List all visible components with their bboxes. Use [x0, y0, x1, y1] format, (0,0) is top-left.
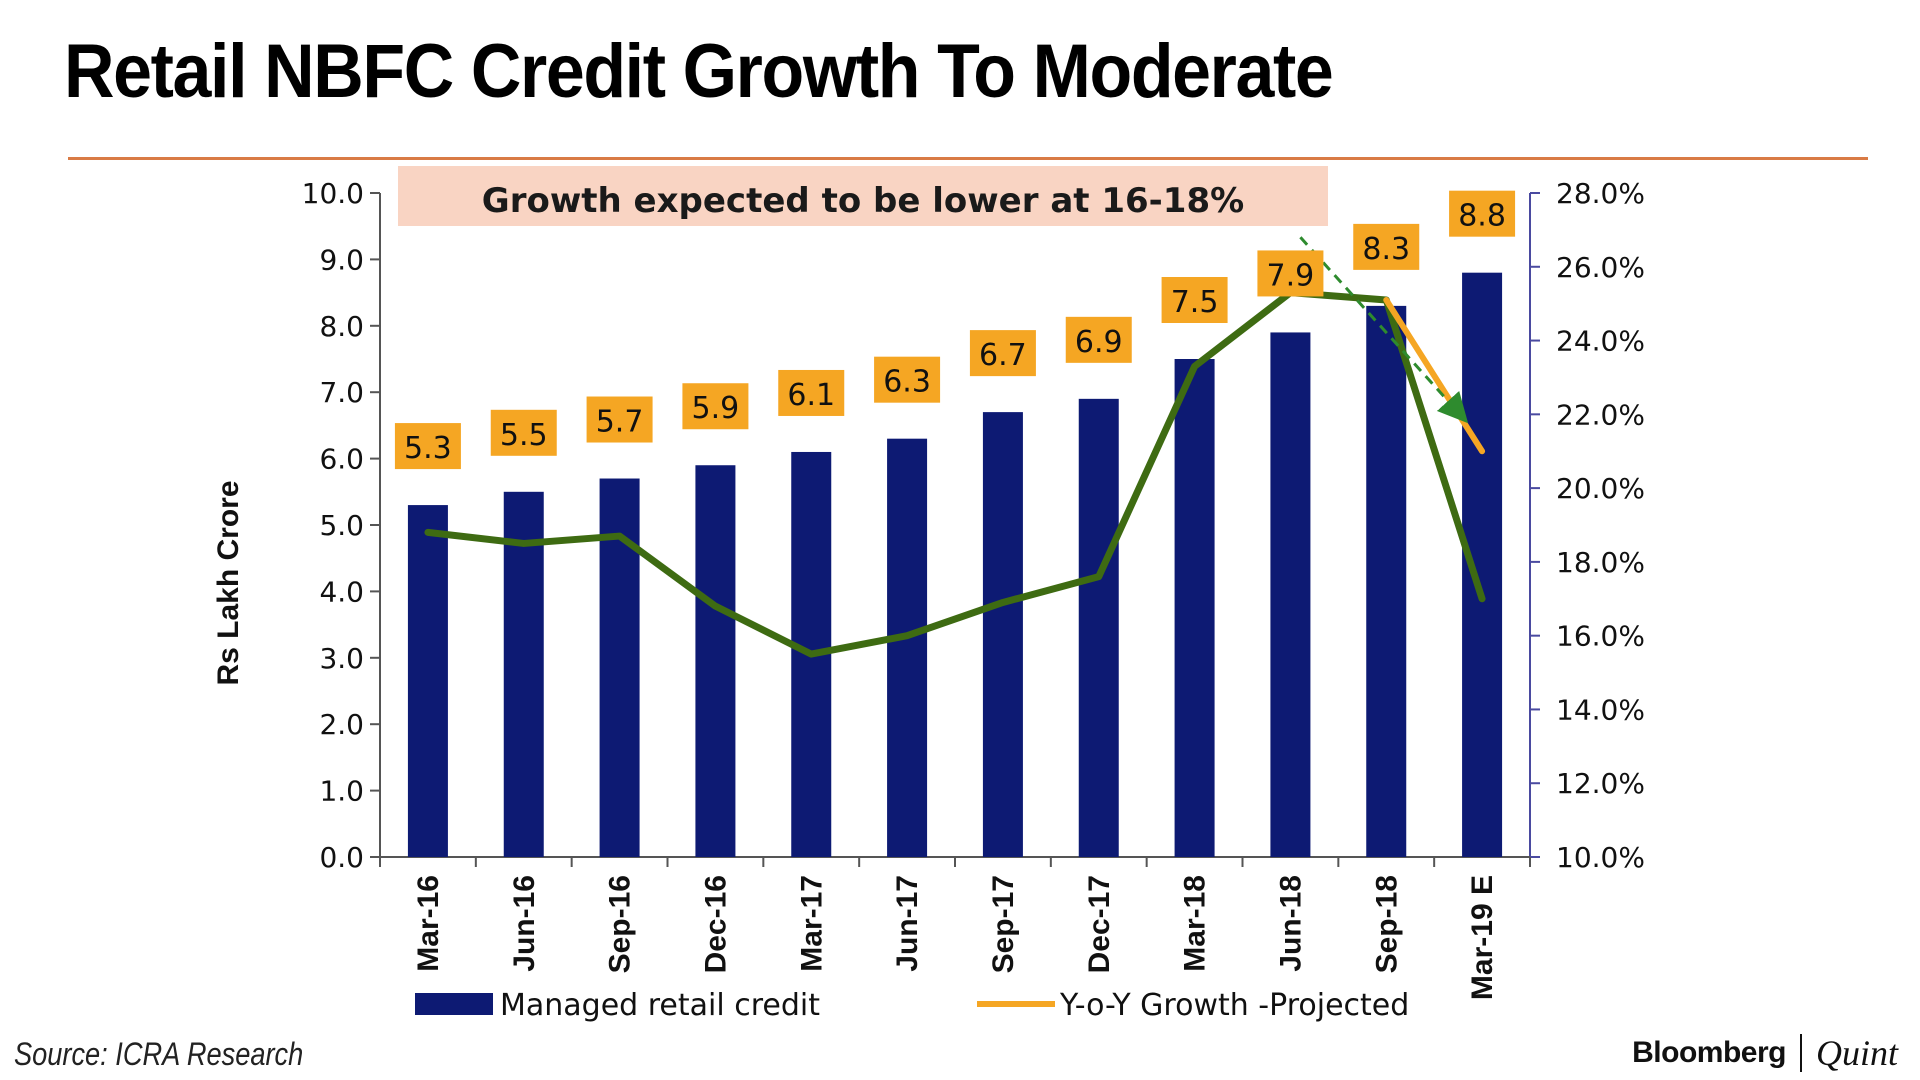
y-tick-label: 2.0 [319, 708, 364, 741]
x-tick-label: Dec-16 [699, 875, 732, 973]
x-tick-label: Mar-19 E [1466, 875, 1499, 1000]
data-label-box [394, 423, 461, 470]
y2-tick-label: 10.0% [1556, 841, 1645, 874]
data-label-box [490, 409, 557, 456]
data-label-box [682, 383, 749, 430]
y2-tick-label: 24.0% [1556, 325, 1645, 358]
growth-line [424, 289, 1486, 658]
data-label-box [1353, 223, 1420, 270]
legend-label-line: Y-o-Y Growth -Projected [1059, 988, 1409, 1023]
data-label-box [969, 330, 1036, 377]
y2-tick-label: 22.0% [1556, 398, 1645, 431]
projected-line [1383, 296, 1486, 455]
y-tick-label: 0.0 [319, 841, 364, 874]
y-tick-label: 8.0 [319, 310, 364, 343]
y-tick-label: 4.0 [319, 575, 364, 608]
y2-tick-label: 14.0% [1556, 693, 1645, 726]
legend-label-bar: Managed retail credit [500, 988, 820, 1023]
growth-point [906, 634, 909, 637]
page-title: Retail NBFC Credit Growth To Moderate [64, 29, 1334, 114]
data-label-box [586, 396, 653, 443]
y-tick-label: 10.0 [302, 177, 364, 210]
bar [1366, 305, 1407, 857]
bar [503, 491, 544, 857]
data-label: 5.9 [692, 391, 740, 426]
y-tick-label: 9.0 [319, 243, 364, 276]
bar [1078, 398, 1119, 857]
data-label-box [1257, 250, 1324, 297]
data-label-box [874, 356, 941, 403]
annotation-text: Growth expected to be lower at 16-18% [482, 181, 1244, 221]
data-label-box [778, 369, 845, 416]
bar [982, 412, 1023, 857]
growth-point [618, 535, 621, 538]
y2-tick-label: 20.0% [1556, 472, 1645, 505]
growth-point [714, 605, 717, 608]
growth-point [1193, 365, 1196, 368]
data-label: 6.1 [787, 378, 835, 413]
data-label: 6.7 [979, 338, 1027, 373]
growth-point [1097, 575, 1100, 578]
y-tick-label: 6.0 [319, 443, 364, 476]
logo-quint: Quint [1815, 1033, 1898, 1073]
data-label: 5.3 [404, 431, 452, 466]
y-tick-label: 5.0 [319, 509, 364, 542]
data-label-box [1449, 190, 1516, 237]
data-label-box [1161, 277, 1228, 323]
data-label: 5.5 [500, 418, 548, 453]
y-tick-label: 3.0 [319, 642, 364, 675]
y2-tick-label: 16.0% [1556, 620, 1645, 653]
data-label: 7.5 [1171, 285, 1219, 320]
title-divider [68, 157, 1868, 160]
x-tick-label: Jun-16 [508, 875, 541, 972]
trend-arrow [1299, 236, 1469, 424]
x-tick-label: Jun-17 [891, 875, 924, 972]
x-tick-label: Mar-16 [412, 875, 445, 972]
x-tick-label: Jun-18 [1274, 875, 1307, 972]
bar [1270, 332, 1311, 857]
growth-point [810, 653, 813, 656]
growth-point [522, 542, 525, 545]
bar [1174, 359, 1215, 857]
data-label: 6.9 [1075, 325, 1123, 360]
data-label: 6.3 [883, 365, 931, 400]
x-tick-label: Mar-18 [1179, 875, 1212, 972]
data-label: 8.8 [1458, 199, 1506, 234]
x-tick-label: Sep-17 [987, 875, 1020, 973]
x-tick-label: Mar-17 [795, 875, 828, 972]
y2-tick-label: 18.0% [1556, 546, 1645, 579]
y-axis-title: Rs Lakh Crore [212, 480, 245, 685]
source-note: Source: ICRA Research [14, 1036, 304, 1072]
data-label: 8.3 [1362, 232, 1410, 267]
y-tick-label: 7.0 [319, 376, 364, 409]
growth-point [426, 531, 429, 534]
x-tick-label: Dec-17 [1083, 875, 1116, 973]
legend-swatch-bar [415, 993, 493, 1015]
y2-tick-label: 28.0% [1556, 177, 1645, 210]
logo-divider [1799, 1034, 1802, 1072]
data-label-box [1065, 316, 1132, 363]
data-label: 5.7 [596, 405, 644, 440]
data-label: 7.9 [1267, 258, 1315, 293]
y-tick-label: 1.0 [319, 775, 364, 808]
bar [887, 438, 928, 857]
growth-point [1481, 597, 1484, 600]
y2-tick-label: 26.0% [1556, 251, 1645, 284]
x-tick-label: Sep-18 [1370, 875, 1403, 973]
bar [407, 505, 448, 857]
publisher-logo: Bloomberg Quint [1632, 1033, 1898, 1073]
annotation-box [398, 166, 1328, 226]
y2-tick-label: 12.0% [1556, 767, 1645, 800]
growth-point [1001, 601, 1004, 604]
bar [695, 465, 736, 857]
logo-bloomberg: Bloomberg [1632, 1036, 1786, 1069]
x-tick-label: Sep-16 [604, 875, 637, 973]
